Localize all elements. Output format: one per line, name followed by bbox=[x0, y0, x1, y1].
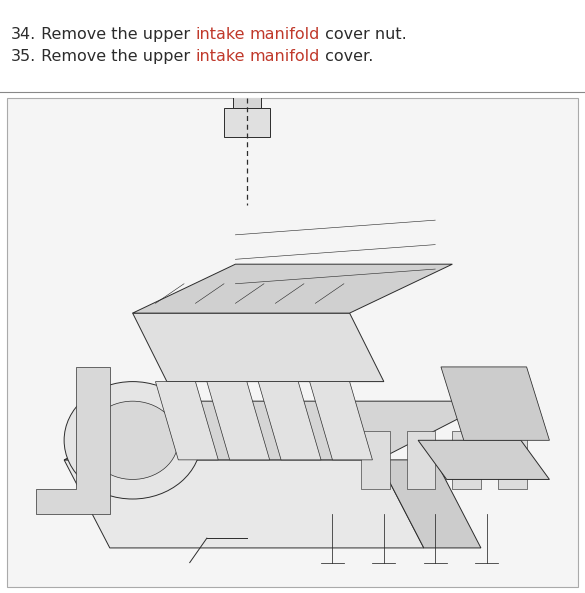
Polygon shape bbox=[156, 382, 218, 460]
Polygon shape bbox=[378, 460, 481, 548]
Polygon shape bbox=[133, 264, 452, 313]
Polygon shape bbox=[36, 367, 110, 514]
Text: intake: intake bbox=[195, 49, 245, 63]
Polygon shape bbox=[133, 313, 384, 382]
Polygon shape bbox=[207, 382, 270, 460]
Text: 35.: 35. bbox=[11, 49, 36, 63]
Bar bbox=[452, 431, 481, 489]
Bar bbox=[361, 431, 390, 489]
Text: intake: intake bbox=[195, 27, 245, 42]
Circle shape bbox=[87, 401, 178, 479]
Text: Remove the upper: Remove the upper bbox=[36, 49, 195, 63]
Text: manifold: manifold bbox=[250, 49, 320, 63]
Bar bbox=[498, 431, 526, 489]
Circle shape bbox=[64, 382, 201, 499]
Bar bbox=[233, 93, 261, 108]
Bar bbox=[407, 431, 435, 489]
Polygon shape bbox=[64, 401, 493, 460]
Polygon shape bbox=[258, 382, 321, 460]
Polygon shape bbox=[309, 382, 373, 460]
Text: 34.: 34. bbox=[11, 27, 36, 42]
FancyBboxPatch shape bbox=[7, 98, 578, 587]
Polygon shape bbox=[64, 460, 424, 548]
Text: cover nut.: cover nut. bbox=[320, 27, 407, 42]
Text: Remove the upper: Remove the upper bbox=[36, 27, 195, 42]
Polygon shape bbox=[441, 367, 549, 440]
Text: manifold: manifold bbox=[250, 27, 320, 42]
Bar bbox=[224, 108, 270, 137]
Text: cover.: cover. bbox=[320, 49, 373, 63]
Polygon shape bbox=[418, 440, 549, 479]
